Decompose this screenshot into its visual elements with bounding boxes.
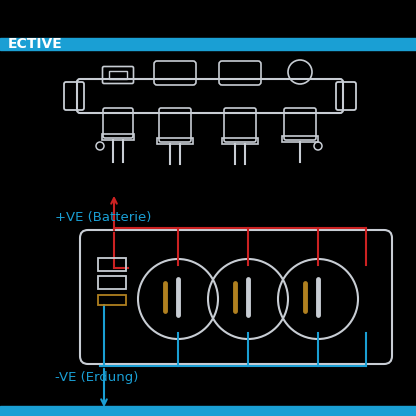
Bar: [282, 136, 318, 142]
Text: ECTIVE: ECTIVE: [8, 37, 63, 51]
Bar: [109, 71, 127, 79]
Bar: [0, 406, 416, 416]
Text: -VE (Erdung): -VE (Erdung): [55, 371, 139, 384]
Bar: [98, 295, 126, 305]
Bar: [222, 138, 258, 144]
Bar: [98, 276, 126, 289]
Bar: [102, 134, 134, 140]
Bar: [157, 138, 193, 144]
Text: +VE (Batterie): +VE (Batterie): [55, 211, 151, 225]
Bar: [98, 258, 126, 271]
Bar: [0, 38, 416, 50]
